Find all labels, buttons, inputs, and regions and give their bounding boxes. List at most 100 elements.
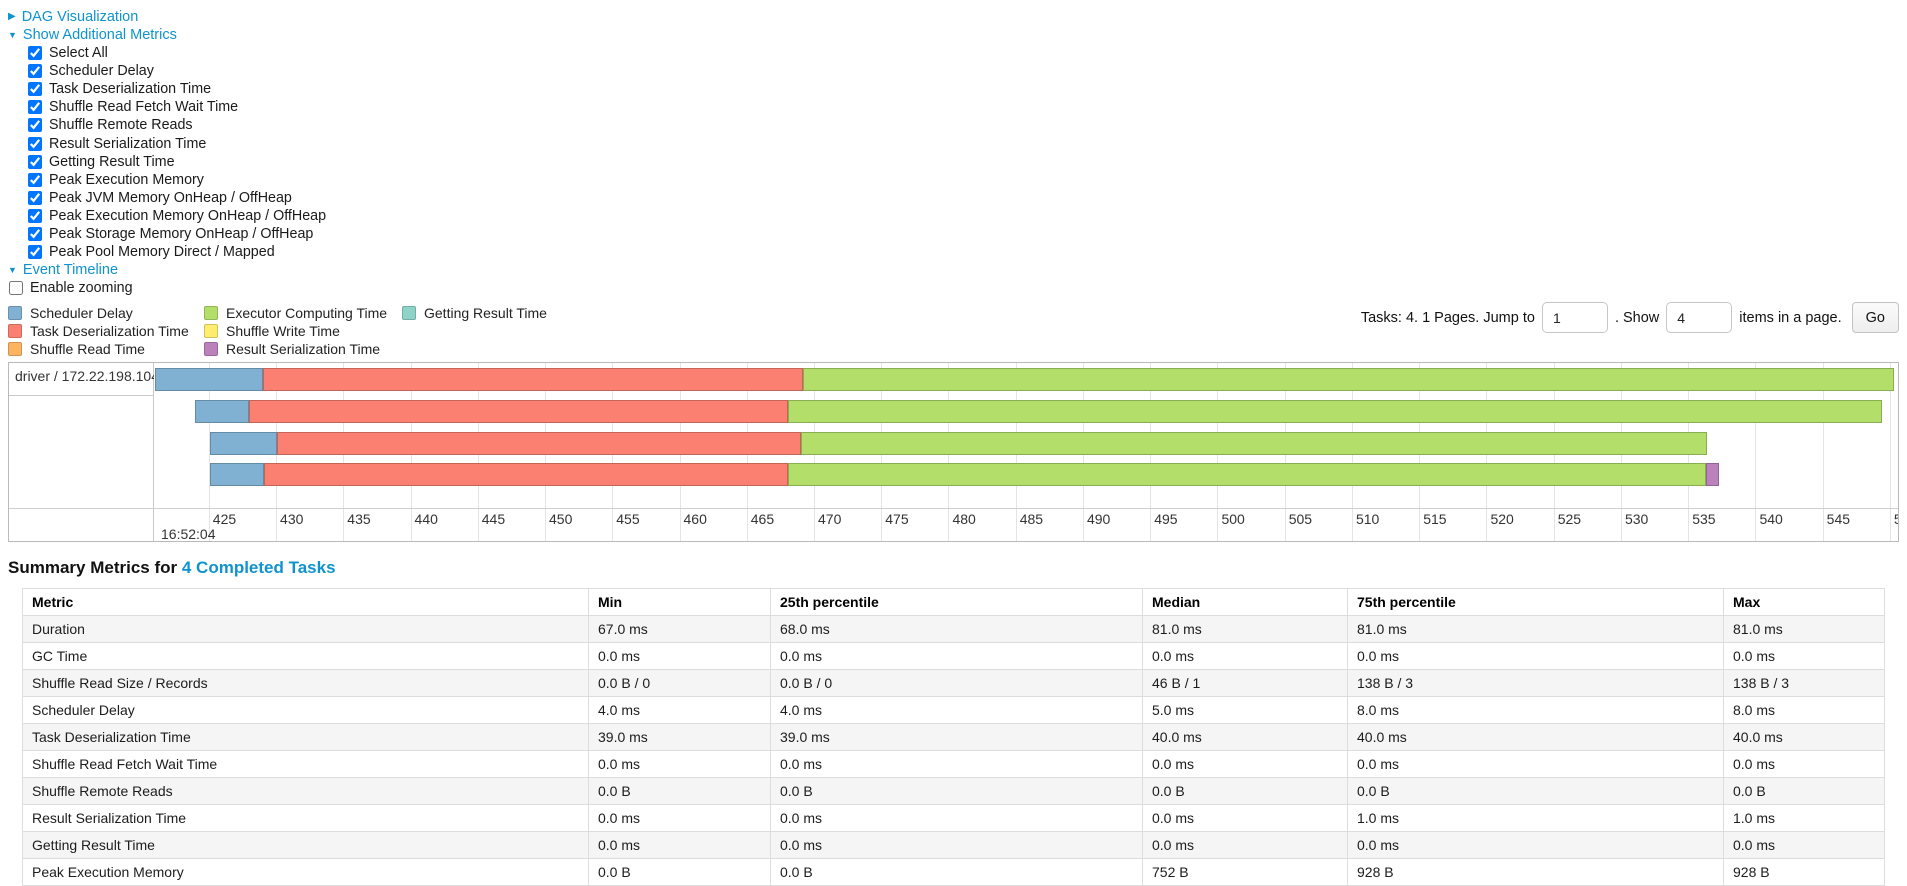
metric-checkbox[interactable] bbox=[28, 190, 42, 205]
show-additional-metrics-toggle[interactable]: ▼ Show Additional Metrics bbox=[8, 26, 1899, 44]
items-per-page-input[interactable] bbox=[1666, 302, 1733, 334]
metric-checkbox[interactable] bbox=[28, 154, 42, 169]
metric-checkbox[interactable] bbox=[28, 64, 42, 79]
collapsed-arrow-icon: ▶ bbox=[8, 11, 16, 22]
metric-checkbox[interactable] bbox=[28, 118, 42, 133]
axis-gridline bbox=[1889, 363, 1891, 542]
metric-value-cell: 5.0 ms bbox=[1142, 696, 1348, 725]
legend-item: Getting Result Time bbox=[402, 305, 1899, 321]
metric-value-cell: 0.0 ms bbox=[1723, 750, 1885, 779]
show-text: . Show bbox=[1614, 309, 1660, 326]
metric-checkbox-item[interactable]: Peak Pool Memory Direct / Mapped bbox=[28, 243, 1899, 261]
legend-item-label: Task Deserialization Time bbox=[30, 323, 189, 340]
tasks-count-text: Tasks: 4. 1 Pages. Jump to bbox=[1360, 309, 1535, 326]
table-header-row: Metric Min 25th percentile Median 75th perce… bbox=[22, 588, 1885, 617]
axis-time-label: 16:52:04 bbox=[161, 526, 216, 543]
metric-checkbox-item[interactable]: Getting Result Time bbox=[28, 153, 1899, 171]
metric-checkbox-item[interactable]: Scheduler Delay bbox=[28, 62, 1899, 80]
task-bar-segment-task-deserialization-time[interactable] bbox=[249, 400, 789, 424]
task-bar-segment-executor-computing-time[interactable] bbox=[788, 463, 1706, 487]
axis-tick-label: 545 bbox=[1826, 511, 1851, 528]
task-bar-segment-scheduler-delay[interactable] bbox=[195, 400, 250, 424]
jump-to-page-input[interactable] bbox=[1541, 302, 1608, 334]
metric-name-cell: Task Deserialization Time bbox=[22, 723, 589, 752]
task-bar-segment-executor-computing-time[interactable] bbox=[800, 432, 1707, 456]
metric-value-cell: 752 B bbox=[1142, 858, 1348, 886]
task-bar-segment-task-deserialization-time[interactable] bbox=[277, 432, 801, 456]
metric-value-cell: 0.0 ms bbox=[770, 642, 1143, 671]
metric-name-cell: Getting Result Time bbox=[22, 831, 589, 860]
axis-tick-label: 465 bbox=[750, 511, 775, 528]
metric-checkbox[interactable] bbox=[28, 46, 42, 61]
metric-checkbox[interactable] bbox=[28, 82, 42, 97]
dag-visualization-toggle[interactable]: ▶ DAG Visualization bbox=[8, 8, 1899, 26]
table-header-cell: Max bbox=[1723, 588, 1885, 617]
go-button[interactable]: Go bbox=[1851, 302, 1899, 334]
task-bar-segment-result-serialization-time[interactable] bbox=[1705, 463, 1720, 487]
metric-value-cell: 0.0 ms bbox=[770, 750, 1143, 779]
task-bar-segment-scheduler-delay[interactable] bbox=[155, 368, 263, 392]
event-timeline-toggle[interactable]: ▼ Event Timeline bbox=[8, 261, 1899, 279]
legend-item-label: Executor Computing Time bbox=[226, 305, 388, 322]
metric-checkbox-item[interactable]: Result Serialization Time bbox=[28, 134, 1899, 152]
metric-checkbox-item[interactable]: Shuffle Read Fetch Wait Time bbox=[28, 98, 1899, 116]
task-bar-segment-task-deserialization-time[interactable] bbox=[263, 463, 789, 487]
summary-title-prefix: Summary Metrics for bbox=[8, 558, 178, 578]
axis-tick-label: 435 bbox=[347, 511, 371, 528]
metric-checkbox[interactable] bbox=[28, 245, 42, 260]
metric-value-cell: 0.0 ms bbox=[588, 831, 771, 860]
enable-zooming-checkbox[interactable]: Enable zooming bbox=[9, 279, 1899, 297]
metric-checkbox-label: Shuffle Remote Reads bbox=[49, 117, 193, 134]
metric-name-cell: Scheduler Delay bbox=[22, 696, 589, 725]
table-header-cell: Median bbox=[1142, 588, 1348, 617]
executor-group-label: driver / 172.22.198.104 bbox=[9, 363, 154, 397]
metric-value-cell: 0.0 ms bbox=[588, 804, 771, 833]
table-row: Shuffle Remote Reads 0.0 B 0.0 B 0.0 B 0.0 B… bbox=[22, 777, 1885, 806]
metric-value-cell: 81.0 ms bbox=[1347, 615, 1724, 644]
metric-checkbox[interactable] bbox=[28, 100, 42, 115]
metric-value-cell: 46 B / 1 bbox=[1142, 669, 1348, 698]
task-bar-segment-scheduler-delay[interactable] bbox=[210, 463, 264, 487]
metric-checkbox[interactable] bbox=[28, 172, 42, 187]
legend-swatch-icon bbox=[8, 324, 22, 339]
metric-checkbox-item[interactable]: Select All bbox=[28, 44, 1899, 62]
legend-swatch-icon bbox=[402, 306, 416, 321]
metric-checkbox[interactable] bbox=[28, 136, 42, 151]
axis-tick-label: 470 bbox=[818, 511, 842, 528]
legend-item: Shuffle Write Time bbox=[204, 323, 402, 339]
legend-item-label: Result Serialization Time bbox=[226, 341, 381, 358]
metric-checkbox-label: Peak JVM Memory OnHeap / OffHeap bbox=[49, 189, 292, 206]
metric-value-cell: 0.0 ms bbox=[588, 750, 771, 779]
axis-tick-label: 535 bbox=[1692, 511, 1716, 528]
legend-swatch-icon bbox=[204, 324, 218, 339]
axis-tick-label: 505 bbox=[1288, 511, 1313, 528]
expanded-arrow-icon: ▼ bbox=[8, 264, 17, 275]
metric-checkbox-label: Peak Storage Memory OnHeap / OffHeap bbox=[49, 225, 314, 242]
metric-value-cell: 928 B bbox=[1347, 858, 1724, 886]
enable-zooming-input[interactable] bbox=[9, 281, 23, 296]
timeline-legend: Scheduler Delay Task Deserialization Time… bbox=[8, 304, 1899, 358]
axis-tick-label: 455 bbox=[616, 511, 640, 528]
completed-tasks-link[interactable]: 4 Completed Tasks bbox=[181, 558, 336, 578]
metric-checkbox-item[interactable]: Peak Execution Memory bbox=[28, 171, 1899, 189]
metric-value-cell: 138 B / 3 bbox=[1723, 669, 1885, 698]
metric-checkbox-item[interactable]: Shuffle Remote Reads bbox=[28, 116, 1899, 134]
task-bar-segment-scheduler-delay[interactable] bbox=[210, 432, 278, 456]
legend-item-label: Getting Result Time bbox=[424, 305, 547, 322]
task-bar-segment-executor-computing-time[interactable] bbox=[803, 368, 1894, 392]
metric-checkbox[interactable] bbox=[28, 226, 42, 241]
task-bar-segment-executor-computing-time[interactable] bbox=[788, 400, 1882, 424]
table-row: Duration 67.0 ms 68.0 ms 81.0 ms 81.0 ms 81.0… bbox=[22, 615, 1885, 644]
task-bar-segment-task-deserialization-time[interactable] bbox=[262, 368, 804, 392]
axis-tick-label: 440 bbox=[414, 511, 438, 528]
metric-checkbox-label: Shuffle Read Fetch Wait Time bbox=[49, 99, 239, 116]
metric-checkbox-item[interactable]: Peak Execution Memory OnHeap / OffHeap bbox=[28, 207, 1899, 225]
metric-checkbox-item[interactable]: Peak Storage Memory OnHeap / OffHeap bbox=[28, 225, 1899, 243]
legend-item: Result Serialization Time bbox=[204, 341, 402, 357]
metric-checkbox-item[interactable]: Peak JVM Memory OnHeap / OffHeap bbox=[28, 189, 1899, 207]
metric-checkbox-item[interactable]: Task Deserialization Time bbox=[28, 80, 1899, 98]
metric-value-cell: 39.0 ms bbox=[588, 723, 771, 752]
axis-tick-label: 550 bbox=[1894, 511, 1898, 527]
metric-checkbox-label: Task Deserialization Time bbox=[49, 81, 212, 98]
metric-checkbox[interactable] bbox=[28, 208, 42, 223]
